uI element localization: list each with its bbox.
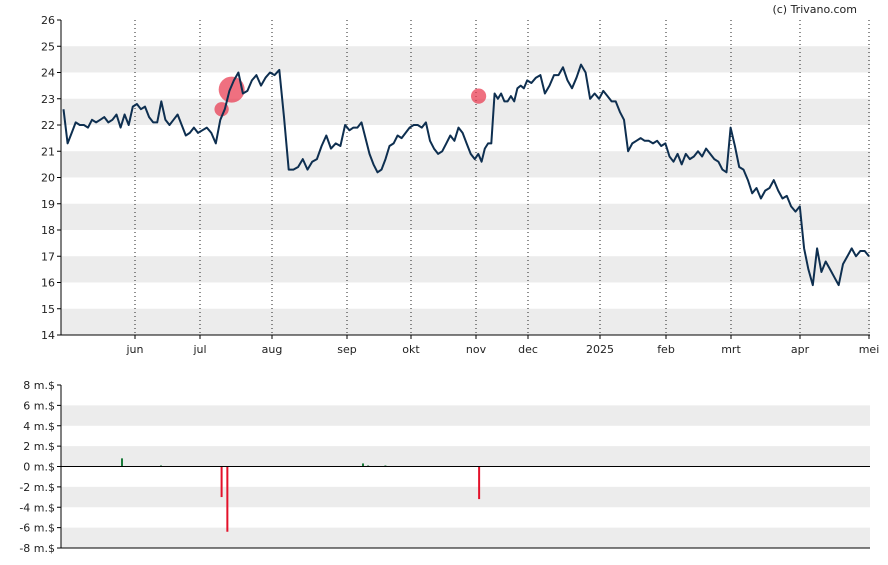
month-tick-label: dec xyxy=(518,343,538,356)
month-tick-label: aug xyxy=(262,343,283,356)
price-tick-label: 21 xyxy=(41,145,55,158)
volume-tick-label: 0 m.$ xyxy=(23,461,55,474)
trade-markers xyxy=(214,76,487,117)
price-tick-label: 14 xyxy=(41,329,55,342)
volume-tick-label: 6 m.$ xyxy=(23,399,55,412)
price-tick-label: 26 xyxy=(41,14,55,27)
price-band xyxy=(61,256,870,283)
price-tick-label: 22 xyxy=(41,119,55,132)
price-tick-label: 24 xyxy=(41,67,55,80)
month-tick-label: 2025 xyxy=(586,343,614,356)
trade-marker xyxy=(218,76,245,103)
price-band xyxy=(61,98,870,125)
volume-band xyxy=(61,486,870,508)
price-tick-label: 25 xyxy=(41,40,55,53)
month-tick-label: mrt xyxy=(721,343,741,356)
price-tick-label: 17 xyxy=(41,250,55,263)
price-axis-labels: 14 15 16 17 18 19 20 21 22 23 24 25 26 xyxy=(41,14,61,342)
price-tick-label: 20 xyxy=(41,172,55,185)
volume-tick-label: -8 m.$ xyxy=(19,542,55,555)
month-tick-label: sep xyxy=(337,343,356,356)
volume-tick-label: 2 m.$ xyxy=(23,440,55,453)
month-tick-label: okt xyxy=(402,343,420,356)
price-band xyxy=(61,151,870,178)
price-tick-label: 16 xyxy=(41,277,55,290)
month-axis-labels: jun jul aug sep okt nov dec 2025 feb mrt apr mei xyxy=(126,335,880,356)
volume-band xyxy=(61,527,870,548)
month-tick-label: mei xyxy=(859,343,880,356)
price-band xyxy=(61,308,870,335)
trade-marker xyxy=(471,88,487,104)
price-tick-label: 19 xyxy=(41,198,55,211)
month-tick-label: nov xyxy=(466,343,487,356)
volume-axis-labels: 8 m.$ 6 m.$ 4 m.$ 2 m.$ 0 m.$ -2 m.$ -4 m.$ -6 … xyxy=(19,379,61,555)
volume-tick-label: 8 m.$ xyxy=(23,379,55,392)
price-tick-label: 15 xyxy=(41,303,55,316)
volume-tick-label: -6 m.$ xyxy=(19,522,55,535)
month-tick-label: jun xyxy=(126,343,144,356)
price-grid-bands xyxy=(61,46,870,335)
volume-tick-label: 4 m.$ xyxy=(23,420,55,433)
price-band xyxy=(61,203,870,230)
price-line xyxy=(62,63,870,287)
credit-text: (c) Trivano.com xyxy=(772,3,857,16)
month-tick-label: feb xyxy=(657,343,675,356)
price-tick-label: 23 xyxy=(41,93,55,106)
month-tick-label: apr xyxy=(791,343,810,356)
price-tick-label: 18 xyxy=(41,224,55,237)
volume-band xyxy=(61,446,870,467)
volume-tick-label: -4 m.$ xyxy=(19,501,55,514)
month-tick-label: jul xyxy=(192,343,206,356)
volume-band xyxy=(61,405,870,426)
volume-grid-bands xyxy=(61,405,870,548)
volume-tick-label: -2 m.$ xyxy=(19,481,55,494)
price-band xyxy=(61,46,870,73)
